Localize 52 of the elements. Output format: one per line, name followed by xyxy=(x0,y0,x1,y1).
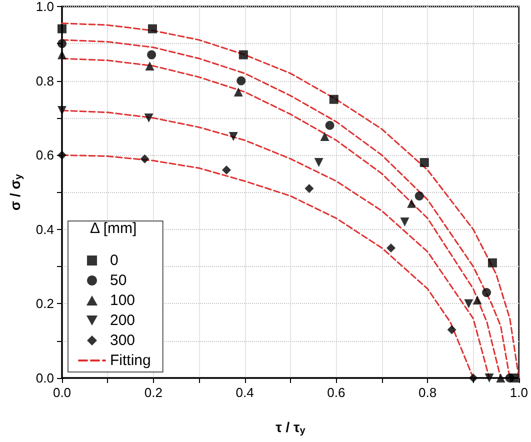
point xyxy=(58,24,66,34)
legend-label: 300 xyxy=(110,332,136,349)
point xyxy=(147,50,156,60)
point xyxy=(140,154,150,164)
point xyxy=(304,184,314,194)
y-axis-title: σ / σy xyxy=(7,174,24,210)
legend-label: Fitting xyxy=(110,352,151,369)
x-tick-label: 0.2 xyxy=(144,385,162,400)
point xyxy=(222,165,232,174)
x-tick-label: 0.8 xyxy=(418,385,437,400)
point xyxy=(234,87,243,96)
point xyxy=(329,94,338,104)
point xyxy=(400,217,410,226)
y-tick-label: 0.0 xyxy=(36,370,54,386)
x-tick-label: 0.0 xyxy=(52,385,72,400)
y-tick-label: 0.8 xyxy=(36,73,54,88)
point xyxy=(482,288,492,298)
point xyxy=(58,150,66,160)
point xyxy=(488,258,497,268)
point xyxy=(238,50,248,60)
legend-label: 200 xyxy=(110,312,136,329)
x-tick-label: 0.4 xyxy=(236,385,254,400)
x-tick-label: 1.0 xyxy=(510,385,528,400)
legend-label: 100 xyxy=(110,292,136,309)
legend-label: 50 xyxy=(110,272,127,289)
point xyxy=(58,39,66,48)
point xyxy=(320,132,330,142)
legend-title: Δ [mm] xyxy=(90,220,137,237)
point xyxy=(420,158,429,168)
y-tick-label: 0.4 xyxy=(36,222,54,237)
y-tick-label: 1.0 xyxy=(36,0,54,14)
x-tick-label: 0.6 xyxy=(327,385,346,400)
point xyxy=(464,299,474,308)
point xyxy=(144,113,154,122)
point xyxy=(148,24,157,34)
legend-label: 0 xyxy=(110,252,118,269)
point xyxy=(325,120,334,130)
point xyxy=(505,374,514,382)
point xyxy=(472,295,482,304)
point xyxy=(228,132,238,142)
y-tick-label: 0.2 xyxy=(36,296,54,312)
point xyxy=(386,243,396,252)
y-tick-label: 0.6 xyxy=(36,148,54,163)
point xyxy=(447,325,456,334)
point xyxy=(468,374,478,382)
point xyxy=(496,374,506,382)
point xyxy=(407,198,416,208)
point xyxy=(484,374,494,382)
point xyxy=(414,191,424,200)
point xyxy=(236,76,246,86)
point xyxy=(145,61,154,70)
point xyxy=(314,158,324,168)
